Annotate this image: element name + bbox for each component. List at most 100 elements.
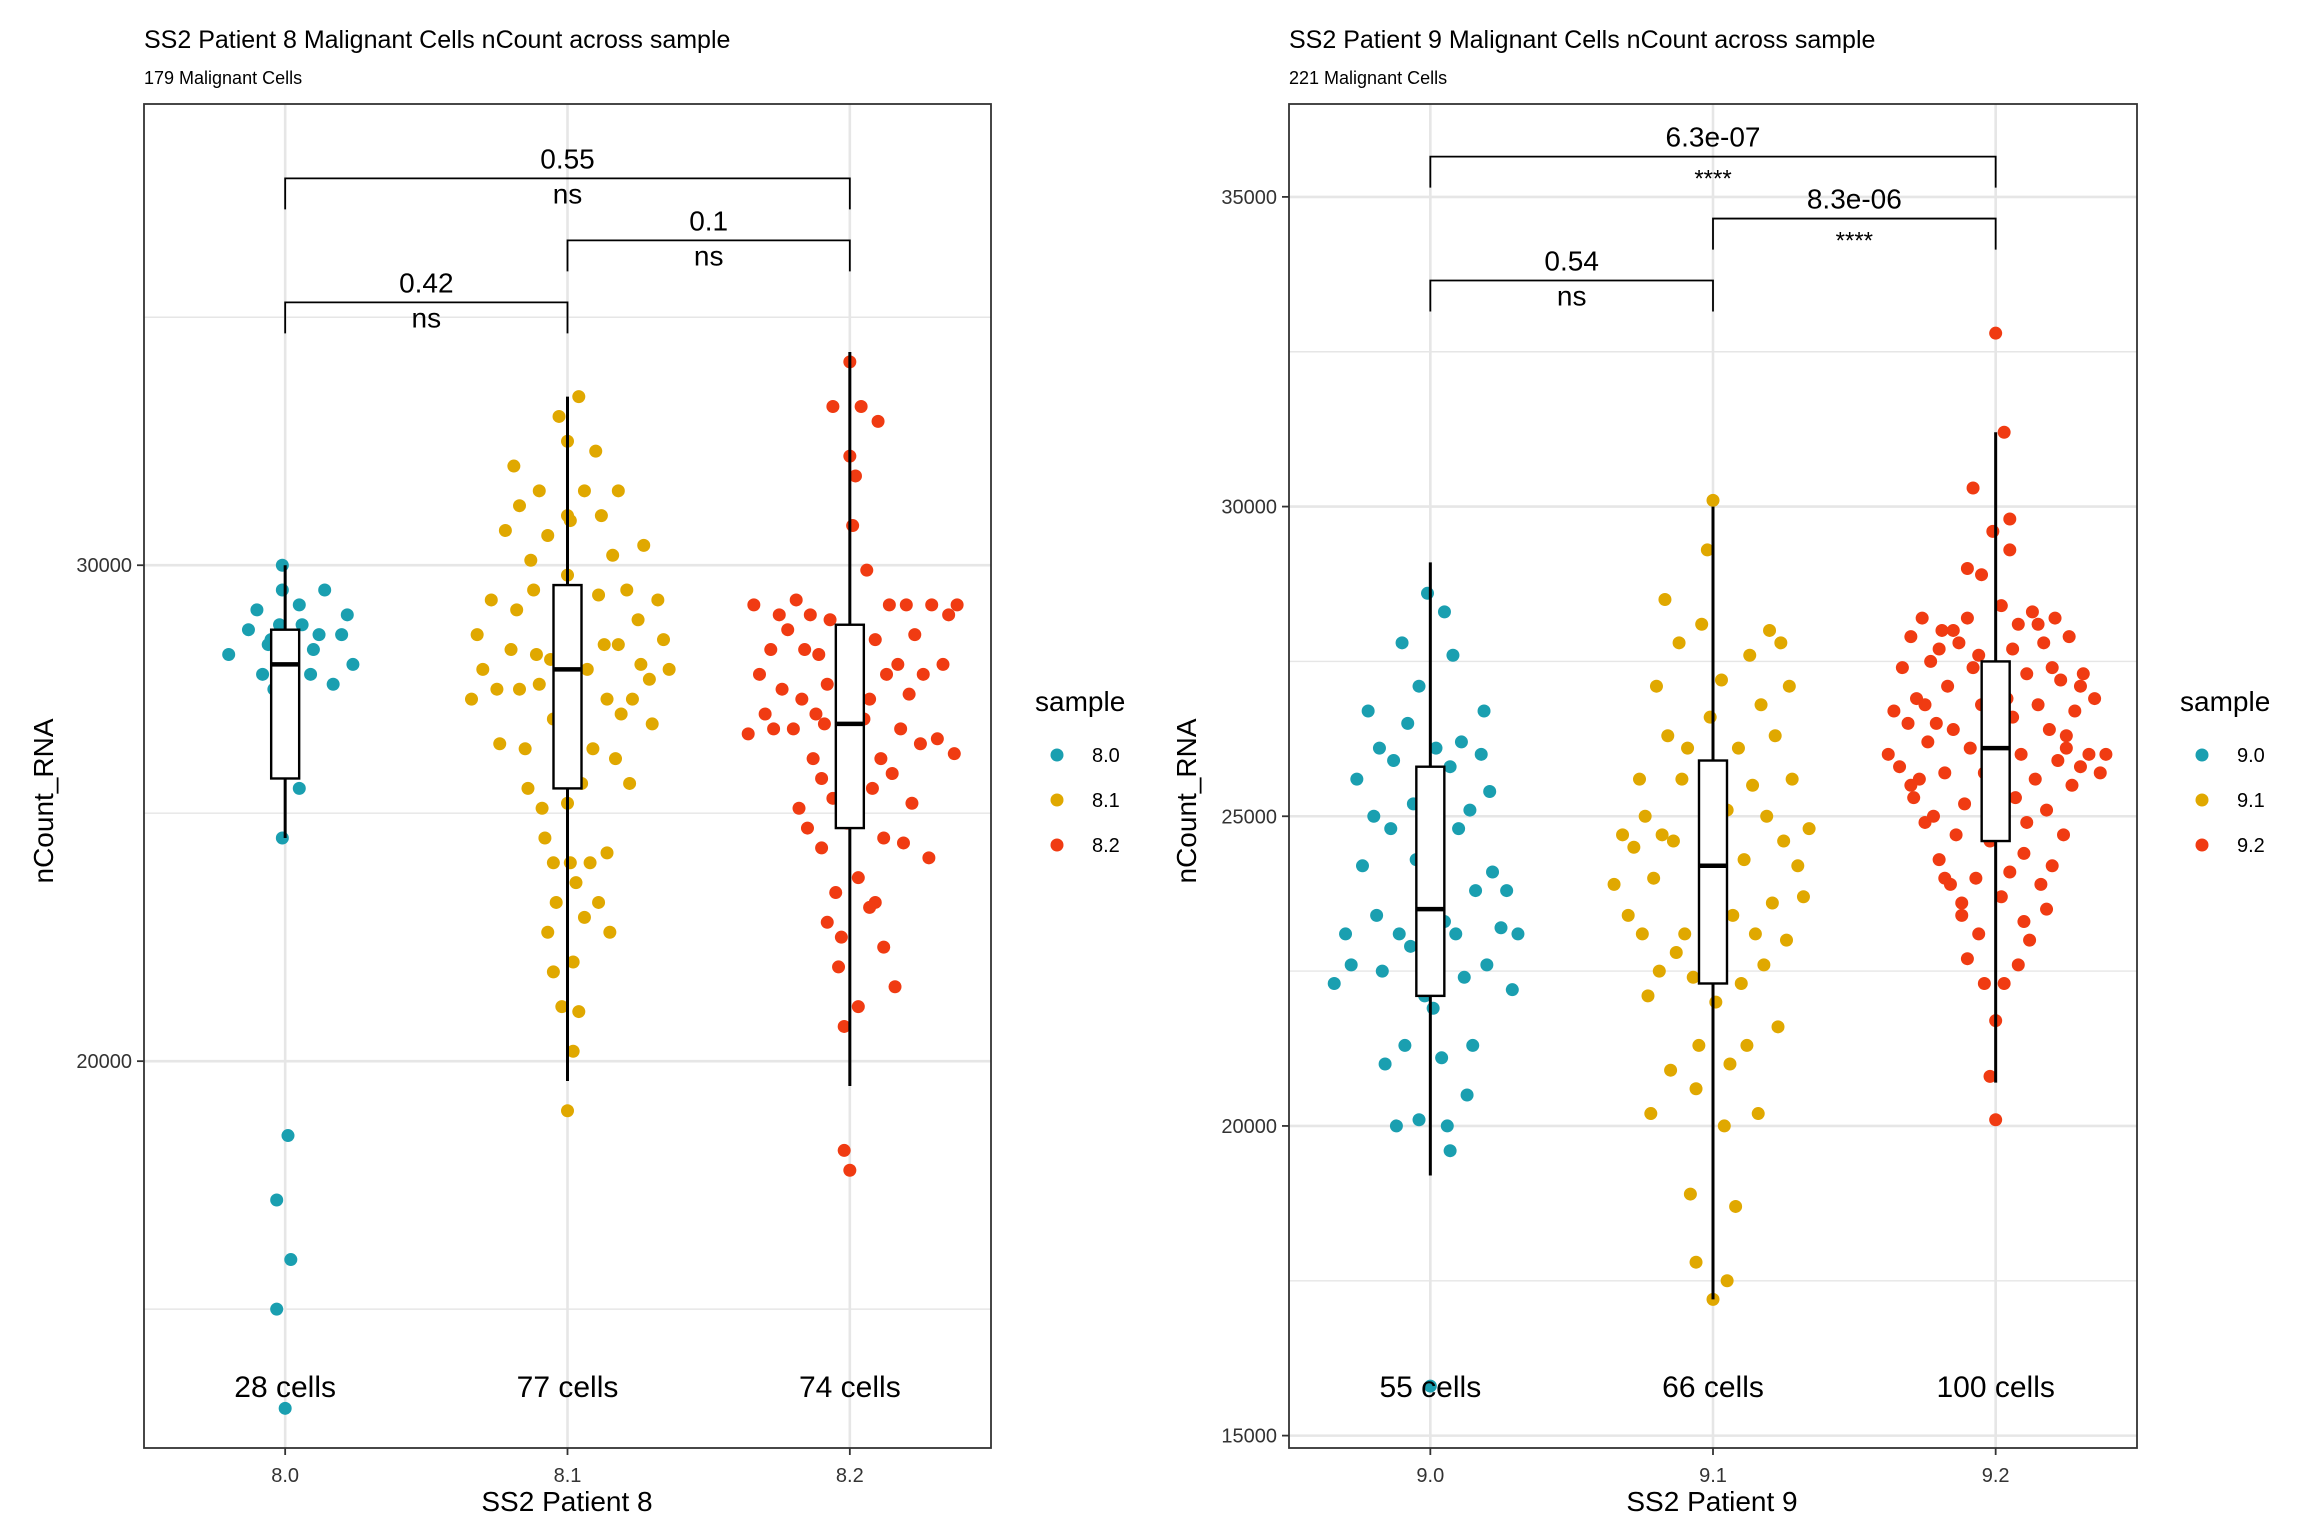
data-point [1997, 425, 2011, 439]
data-point [1443, 760, 1457, 774]
data-point [2031, 617, 2045, 631]
data-point [1440, 1119, 1454, 1133]
data-point [1771, 1020, 1785, 1034]
data-point [1743, 648, 1757, 662]
p-value-label: 0.1 [689, 205, 728, 236]
data-point [1782, 679, 1796, 693]
data-point [942, 608, 956, 622]
data-point [2048, 611, 2062, 625]
legend-title: sample [2180, 686, 2270, 717]
data-point [561, 1104, 574, 1118]
data-point [312, 628, 326, 642]
data-point [860, 563, 874, 577]
box-body [269, 628, 301, 780]
data-point [656, 633, 670, 647]
legend-swatch [2195, 748, 2209, 762]
data-point [1895, 661, 1909, 675]
data-point [1401, 716, 1415, 730]
data-point [1997, 976, 2011, 990]
data-point [2025, 605, 2039, 619]
data-point [1474, 747, 1488, 761]
data-point [798, 643, 812, 657]
data-point [1703, 710, 1717, 724]
data-point [2073, 679, 2087, 693]
data-point [484, 593, 498, 607]
data-point [538, 831, 552, 845]
data-point [2017, 915, 2031, 929]
plot-area: 0.54 ns 8.3e-06 **** 6.3e-07 **** 55 cells 66 c… [1221, 103, 2138, 1487]
significance-bracket [1712, 217, 1997, 250]
data-point [1655, 828, 1669, 842]
data-point [507, 459, 521, 473]
data-point [340, 608, 354, 622]
data-point [1765, 896, 1779, 910]
data-point [606, 548, 620, 562]
data-point [1370, 908, 1384, 922]
data-point [592, 588, 606, 602]
data-point [1714, 673, 1728, 687]
data-point [812, 647, 826, 661]
data-point [815, 771, 829, 785]
data-point [1692, 1038, 1706, 1052]
data-point [1669, 946, 1683, 960]
data-point [1935, 623, 1949, 637]
cell-count-label: 28 cells [234, 1371, 336, 1404]
data-point [577, 910, 591, 924]
data-point [1678, 927, 1692, 941]
data-point [592, 895, 606, 909]
data-point [1449, 927, 1463, 941]
data-point [529, 647, 543, 661]
data-point [767, 722, 781, 736]
data-point [1469, 884, 1483, 898]
data-point [1881, 747, 1895, 761]
data-point [775, 682, 789, 696]
data-point [513, 499, 527, 513]
data-point [1666, 834, 1680, 848]
data-point [1361, 704, 1375, 718]
data-point [1994, 599, 2008, 613]
x-tick-label: 9.2 [1982, 1465, 2010, 1487]
data-point [577, 484, 591, 498]
data-point [563, 856, 577, 870]
p-value-label: 0.42 [399, 267, 454, 298]
data-point [1952, 636, 1966, 650]
data-point [645, 717, 659, 731]
data-point [1918, 698, 1932, 712]
data-point [863, 900, 877, 914]
data-point [806, 752, 820, 766]
data-point [874, 752, 888, 766]
data-point [1969, 871, 1983, 885]
data-point [275, 831, 289, 845]
data-point [2082, 747, 2096, 761]
significance-label: ns [412, 302, 442, 333]
data-point [611, 638, 625, 652]
data-point [532, 484, 546, 498]
data-point [1463, 803, 1477, 817]
data-point [1754, 698, 1768, 712]
x-tick-label: 8.1 [554, 1465, 582, 1487]
data-point [792, 801, 806, 815]
data-point [552, 409, 566, 423]
data-point [877, 940, 891, 954]
significance-label: ns [694, 240, 724, 271]
data-point [541, 925, 555, 939]
data-point [2062, 630, 2076, 644]
data-point [1751, 1107, 1765, 1121]
data-point [1649, 679, 1663, 693]
data-point [1731, 741, 1745, 755]
p-value-label: 0.55 [540, 143, 595, 174]
data-point [292, 781, 306, 795]
data-point [1709, 995, 1723, 1009]
data-point [747, 598, 761, 612]
data-point [950, 598, 964, 612]
data-point [800, 821, 814, 835]
data-point [597, 638, 611, 652]
box-body [1980, 660, 2011, 843]
y-tick-label: 15000 [1221, 1426, 1277, 1448]
data-point [2045, 661, 2059, 675]
data-point [1955, 908, 1969, 922]
data-point [2017, 846, 2031, 860]
data-point [1375, 964, 1389, 978]
data-point [270, 1302, 284, 1316]
